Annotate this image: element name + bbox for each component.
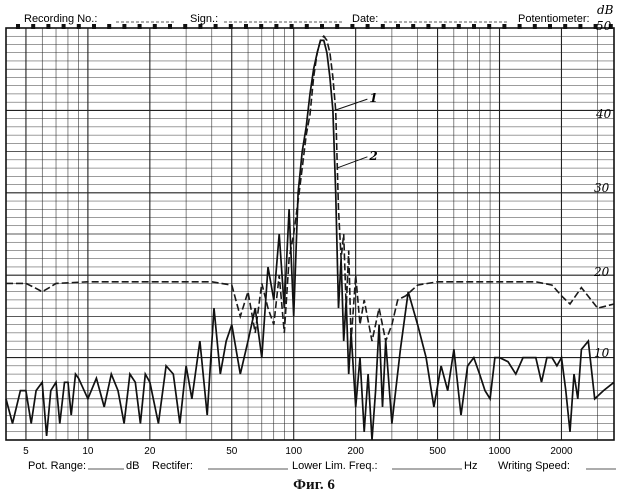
chart: Recording No.: Sign.: Date: Potentiomete… <box>0 0 628 476</box>
series-1-line <box>6 36 614 341</box>
x-tick-label: 500 <box>429 446 446 457</box>
figure-caption: Фиг. 6 <box>0 477 628 494</box>
x-tick-label: 20 <box>144 446 156 457</box>
y-tick-label-30: 30 <box>594 181 610 195</box>
header-date: Date: <box>352 13 378 25</box>
sprocket-mark <box>487 24 491 29</box>
sprocket-mark <box>138 24 142 29</box>
y-tick-label-10: 10 <box>594 346 610 360</box>
sprocket-mark <box>335 24 339 29</box>
sprocket-mark <box>16 24 20 29</box>
footer-rectifier: Rectifer: <box>152 460 193 472</box>
sprocket-mark <box>153 24 157 29</box>
annotation-leader <box>337 157 368 168</box>
sprocket-mark <box>320 24 324 29</box>
footer-lower-lim-unit: Hz <box>464 460 477 472</box>
chart-frame <box>6 24 614 440</box>
y-tick-label-40: 40 <box>595 107 612 121</box>
sprocket-mark <box>457 24 461 29</box>
header-sign: Sign.: <box>190 13 218 25</box>
sprocket-mark <box>426 24 430 29</box>
y-tick-label-20: 20 <box>593 265 610 279</box>
x-tick-label: 10 <box>82 446 94 457</box>
header-recording-no: Recording No.: <box>24 13 97 25</box>
header-unit: dB <box>597 3 614 17</box>
y-top-label: 50 <box>596 19 612 33</box>
x-tick-label: 1000 <box>488 446 511 457</box>
sprocket-mark <box>502 24 506 29</box>
x-tick-label: 5 <box>23 446 29 457</box>
footer-writing-speed: Writing Speed: <box>498 460 570 472</box>
sprocket-mark <box>305 24 309 29</box>
x-tick-labels: 5 10 20 50 100 200 500 1000 2000 <box>23 446 573 457</box>
x-tick-label: 2000 <box>550 446 573 457</box>
x-tick-label: 100 <box>285 446 302 457</box>
sprocket-mark <box>259 24 263 29</box>
annotation-label: 2 <box>368 149 377 163</box>
sprocket-mark <box>290 24 294 29</box>
footer-pot-range-unit: dB <box>126 460 139 472</box>
sprocket-mark <box>244 24 248 29</box>
sprocket-mark <box>229 24 233 29</box>
sprocket-mark <box>411 24 415 29</box>
sprocket-mark <box>442 24 446 29</box>
sprocket-mark <box>396 24 400 29</box>
header-potentiometer: Potentiometer: <box>518 13 590 25</box>
x-tick-label: 50 <box>226 446 238 457</box>
x-tick-label: 200 <box>347 446 364 457</box>
footer-pot-range: Pot. Range: <box>28 460 86 472</box>
annotation-leader <box>335 99 368 110</box>
annotation-label: 1 <box>369 91 377 105</box>
sprocket-mark <box>472 24 476 29</box>
sprocket-mark <box>107 24 111 29</box>
sprocket-mark <box>183 24 187 29</box>
series-2-line <box>6 40 614 440</box>
footer-lower-lim-freq: Lower Lim. Freq.: <box>292 460 378 472</box>
sprocket-mark <box>122 24 126 29</box>
sprocket-mark <box>168 24 172 29</box>
sprocket-mark <box>274 24 278 29</box>
sprocket-mark <box>381 24 385 29</box>
